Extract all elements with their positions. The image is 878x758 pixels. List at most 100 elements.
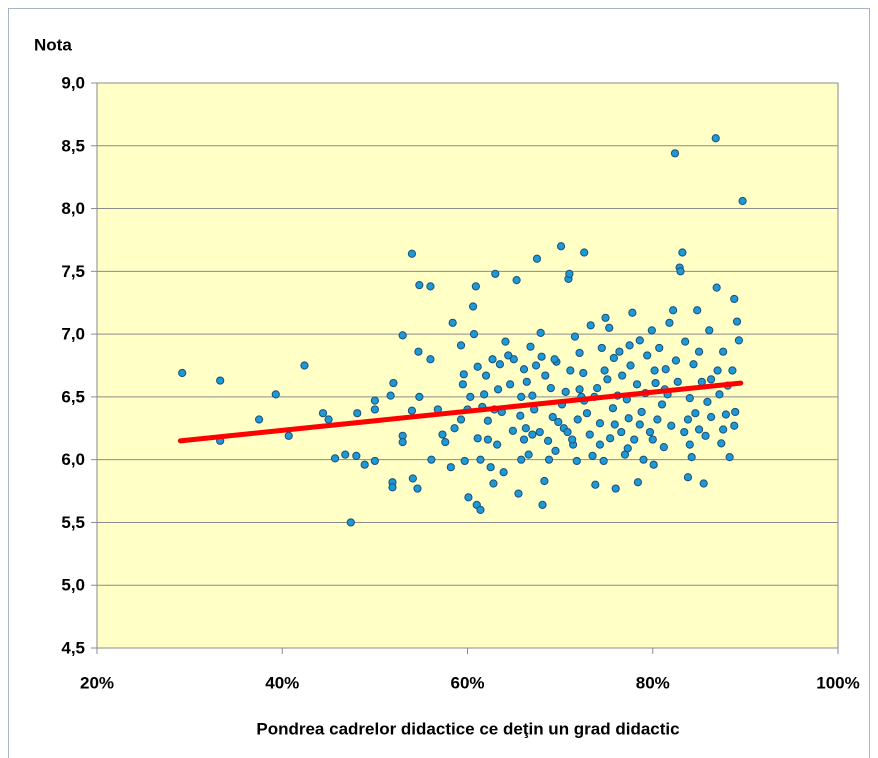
- data-point: [524, 450, 533, 459]
- data-point: [670, 149, 680, 158]
- y-tick-label: 7,0: [61, 325, 85, 344]
- data-point: [561, 387, 570, 396]
- data-point: [370, 405, 379, 414]
- data-point: [601, 313, 610, 322]
- data-point: [676, 267, 685, 276]
- data-point: [528, 430, 537, 439]
- data-point: [493, 385, 503, 394]
- data-point: [579, 368, 588, 378]
- data-point: [600, 366, 609, 375]
- data-point: [519, 435, 529, 444]
- data-point: [538, 500, 547, 509]
- data-point: [563, 427, 572, 437]
- data-point: [693, 306, 702, 315]
- data-point: [582, 409, 592, 418]
- y-tick-label: 5,0: [61, 576, 85, 595]
- data-point: [570, 332, 580, 341]
- data-point: [426, 355, 435, 364]
- data-point: [606, 434, 615, 443]
- y-tick-label: 8,5: [61, 136, 85, 155]
- data-point: [460, 456, 469, 466]
- data-point: [551, 446, 560, 455]
- data-point: [532, 254, 542, 263]
- x-axis-label: Pondrea cadrelor didactice ce deţin un g…: [256, 719, 679, 738]
- data-point: [473, 362, 482, 371]
- data-point: [610, 420, 619, 429]
- data-point: [683, 415, 693, 424]
- data-point: [450, 424, 459, 433]
- data-point: [519, 365, 529, 374]
- data-point: [413, 484, 422, 493]
- data-point: [719, 347, 728, 356]
- data-point: [330, 454, 340, 463]
- data-point: [734, 336, 743, 345]
- data-point: [595, 419, 605, 428]
- data-point: [446, 463, 455, 472]
- data-point: [730, 294, 739, 304]
- data-point: [493, 440, 502, 449]
- data-point: [673, 377, 682, 386]
- data-point: [635, 420, 644, 429]
- data-point: [671, 356, 681, 365]
- data-point: [609, 353, 618, 363]
- data-point: [389, 378, 398, 388]
- data-point: [448, 318, 457, 327]
- data-point: [480, 390, 489, 399]
- data-point: [495, 360, 505, 369]
- y-tick-label: 5,5: [61, 513, 85, 532]
- data-point: [647, 326, 656, 335]
- data-point: [680, 427, 689, 437]
- data-point: [254, 415, 264, 424]
- data-point: [687, 453, 696, 462]
- data-point: [603, 375, 612, 384]
- data-point: [580, 248, 589, 257]
- data-point: [531, 361, 541, 370]
- data-point: [595, 440, 605, 449]
- data-point: [630, 435, 639, 444]
- data-point: [517, 455, 526, 464]
- data-point: [717, 439, 726, 448]
- data-point: [648, 435, 657, 444]
- y-tick-label: 7,5: [61, 262, 85, 281]
- data-point: [701, 431, 710, 440]
- data-point: [591, 480, 600, 489]
- data-point: [694, 425, 704, 434]
- data-point: [491, 269, 500, 278]
- x-tick-label: 40%: [265, 673, 299, 692]
- data-point: [689, 360, 698, 369]
- data-point: [517, 392, 526, 401]
- data-point: [703, 397, 712, 407]
- data-point: [713, 366, 722, 375]
- data-point: [586, 321, 595, 330]
- data-point: [556, 242, 566, 251]
- data-point: [683, 473, 693, 482]
- data-point: [725, 453, 734, 462]
- data-point: [386, 391, 395, 400]
- data-point: [685, 440, 694, 449]
- data-point: [597, 343, 606, 353]
- data-point: [341, 450, 350, 459]
- y-tick-label: 9,0: [61, 73, 85, 92]
- data-point: [667, 421, 676, 430]
- data-point: [655, 343, 664, 353]
- data-point: [476, 455, 485, 464]
- x-tick-label: 60%: [450, 673, 484, 692]
- data-point: [572, 456, 581, 466]
- data-point: [543, 436, 553, 445]
- data-point: [691, 409, 700, 418]
- data-point: [635, 336, 644, 345]
- data-point: [535, 427, 544, 437]
- data-point: [541, 371, 550, 380]
- data-point: [611, 484, 620, 493]
- data-point: [441, 437, 450, 447]
- data-point: [353, 409, 362, 418]
- data-point: [661, 365, 670, 374]
- data-point: [719, 425, 728, 434]
- data-point: [707, 412, 716, 422]
- data-point: [501, 337, 510, 346]
- data-point: [651, 378, 660, 388]
- y-tick-label: 6,0: [61, 450, 85, 469]
- data-point: [284, 431, 293, 440]
- data-point: [565, 269, 574, 278]
